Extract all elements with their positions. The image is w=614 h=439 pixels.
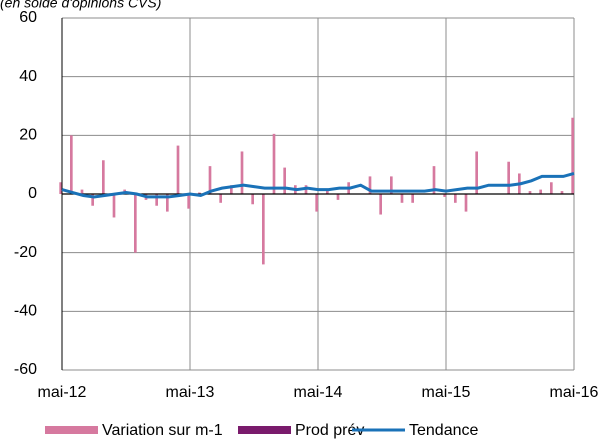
bar	[176, 145, 180, 194]
bar	[368, 176, 372, 194]
y-tick-label: 40	[19, 68, 37, 85]
bar	[528, 191, 532, 194]
bar	[59, 182, 62, 194]
bar	[272, 133, 276, 194]
bar	[571, 117, 574, 194]
bar	[443, 194, 446, 197]
bar	[539, 189, 542, 194]
bar	[80, 189, 84, 194]
legend-label: Variation sur m-1	[102, 422, 223, 439]
bar	[134, 194, 137, 253]
y-tick-label: -40	[14, 303, 37, 320]
bar	[507, 161, 510, 194]
bar	[315, 194, 318, 212]
x-tick-label: mai-16	[550, 384, 599, 401]
bar	[102, 160, 105, 194]
bar	[219, 194, 222, 203]
bar	[475, 151, 478, 194]
y-tick-label: 0	[28, 185, 37, 202]
y-tick-label: -60	[14, 361, 37, 378]
y-tick-label: 20	[19, 127, 37, 144]
x-tick-label: mai-15	[422, 384, 471, 401]
y-tick-label: 60	[19, 9, 37, 26]
bar	[454, 194, 457, 203]
bar	[283, 167, 286, 194]
bar	[432, 166, 436, 194]
bar	[112, 194, 116, 218]
bar	[390, 176, 393, 194]
bar	[240, 151, 244, 194]
bar	[230, 185, 233, 194]
bar	[251, 194, 254, 205]
bar	[336, 194, 340, 200]
chart-subtitle: (en solde d'opinions CVS)	[0, 0, 161, 11]
bar	[208, 166, 212, 194]
legend-swatch	[45, 426, 98, 434]
bar	[411, 194, 414, 203]
legend-swatch	[238, 426, 291, 434]
legend-label: Prod prév	[295, 422, 364, 439]
bar	[155, 194, 158, 206]
legend-label: Tendance	[409, 422, 478, 439]
bar	[91, 194, 94, 206]
bar	[550, 182, 553, 194]
x-tick-label: mai-13	[166, 384, 215, 401]
bar	[464, 194, 468, 212]
x-tick-label: mai-14	[294, 384, 343, 401]
bar	[187, 194, 190, 209]
y-tick-label: -20	[14, 244, 37, 261]
bar	[166, 194, 169, 212]
bar	[198, 192, 201, 194]
bar	[326, 189, 329, 194]
bar	[70, 135, 73, 194]
bar	[560, 191, 564, 194]
bar	[400, 194, 404, 203]
trend-line	[61, 172, 575, 199]
bar	[262, 194, 265, 265]
bar	[379, 194, 382, 215]
x-tick-label: mai-12	[38, 384, 87, 401]
